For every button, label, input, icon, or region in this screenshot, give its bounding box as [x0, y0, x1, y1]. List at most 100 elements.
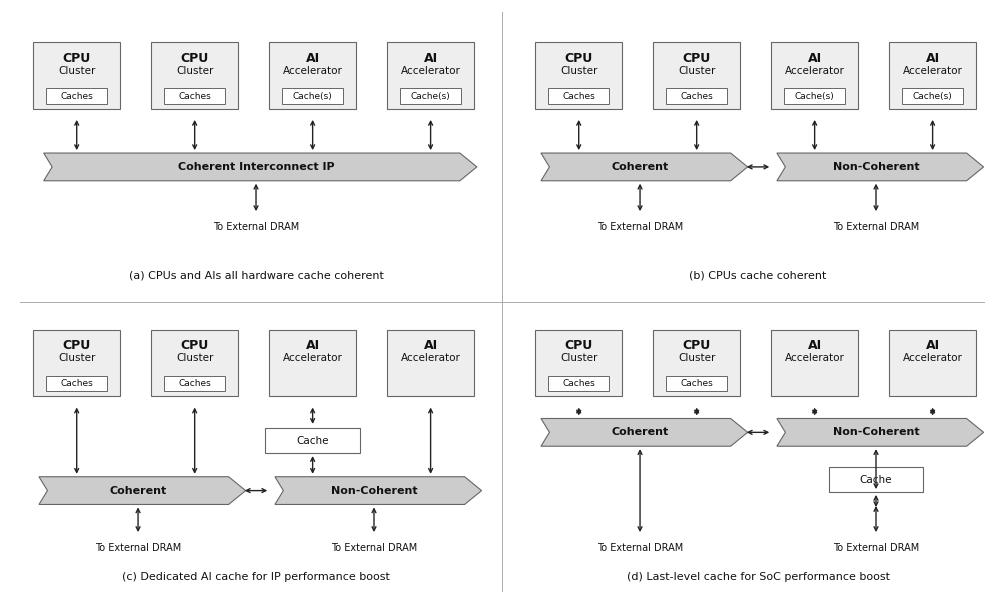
Polygon shape: [44, 153, 476, 181]
FancyBboxPatch shape: [399, 89, 460, 104]
Text: Accelerator: Accelerator: [784, 353, 844, 363]
FancyBboxPatch shape: [269, 42, 356, 109]
Text: Non-Coherent: Non-Coherent: [831, 428, 919, 437]
Text: Cluster: Cluster: [176, 353, 214, 363]
FancyBboxPatch shape: [665, 376, 726, 391]
Text: AI: AI: [806, 52, 820, 65]
Text: Caches: Caches: [680, 92, 712, 101]
Text: CPU: CPU: [62, 52, 90, 65]
FancyBboxPatch shape: [46, 89, 107, 104]
Text: CPU: CPU: [181, 52, 209, 65]
Text: AI: AI: [925, 339, 939, 352]
Text: Cache(s): Cache(s): [293, 92, 332, 101]
Text: Cache(s): Cache(s): [912, 92, 952, 101]
FancyBboxPatch shape: [770, 42, 858, 109]
Polygon shape: [541, 418, 747, 446]
Polygon shape: [541, 153, 747, 181]
FancyBboxPatch shape: [33, 42, 120, 109]
Text: To External DRAM: To External DRAM: [95, 543, 181, 554]
Text: AI: AI: [423, 52, 437, 65]
Polygon shape: [776, 418, 983, 446]
Text: Caches: Caches: [179, 92, 211, 101]
Text: Non-Coherent: Non-Coherent: [330, 485, 417, 496]
Text: Cluster: Cluster: [58, 66, 95, 75]
Text: Cluster: Cluster: [677, 66, 715, 75]
Text: Coherent: Coherent: [109, 485, 166, 496]
Text: CPU: CPU: [682, 339, 710, 352]
Text: AI: AI: [423, 339, 437, 352]
Text: Non-Coherent: Non-Coherent: [831, 162, 919, 172]
Text: CPU: CPU: [682, 52, 710, 65]
FancyBboxPatch shape: [652, 330, 739, 396]
Text: (a) CPUs and AIs all hardware cache coherent: (a) CPUs and AIs all hardware cache cohe…: [128, 271, 383, 280]
Text: Coherent: Coherent: [611, 428, 668, 437]
Text: To External DRAM: To External DRAM: [832, 223, 918, 232]
FancyBboxPatch shape: [386, 330, 473, 396]
FancyBboxPatch shape: [163, 376, 225, 391]
Text: Cache(s): Cache(s): [410, 92, 450, 101]
Text: Coherent: Coherent: [611, 162, 668, 172]
Text: (b) CPUs cache coherent: (b) CPUs cache coherent: [689, 271, 825, 280]
Text: To External DRAM: To External DRAM: [832, 543, 918, 554]
Text: CPU: CPU: [564, 339, 592, 352]
FancyBboxPatch shape: [150, 330, 238, 396]
Text: Caches: Caches: [60, 379, 93, 388]
FancyBboxPatch shape: [33, 330, 120, 396]
Text: (d) Last-level cache for SoC performance boost: (d) Last-level cache for SoC performance…: [626, 572, 889, 582]
Text: Accelerator: Accelerator: [283, 353, 342, 363]
Text: Caches: Caches: [179, 379, 211, 388]
FancyBboxPatch shape: [548, 89, 609, 104]
Text: AI: AI: [305, 52, 319, 65]
FancyBboxPatch shape: [46, 376, 107, 391]
FancyBboxPatch shape: [163, 89, 225, 104]
Text: Cluster: Cluster: [176, 66, 214, 75]
Text: To External DRAM: To External DRAM: [331, 543, 416, 554]
Text: Cache: Cache: [296, 436, 329, 446]
Text: Cache(s): Cache(s): [794, 92, 833, 101]
FancyBboxPatch shape: [888, 42, 975, 109]
FancyBboxPatch shape: [652, 42, 739, 109]
Text: Caches: Caches: [562, 92, 595, 101]
Text: Caches: Caches: [680, 379, 712, 388]
FancyBboxPatch shape: [282, 89, 343, 104]
Text: Cluster: Cluster: [560, 353, 597, 363]
FancyBboxPatch shape: [150, 42, 238, 109]
FancyBboxPatch shape: [265, 428, 359, 453]
FancyBboxPatch shape: [828, 467, 923, 492]
Text: AI: AI: [925, 52, 939, 65]
Text: To External DRAM: To External DRAM: [597, 223, 682, 232]
Text: To External DRAM: To External DRAM: [213, 223, 299, 232]
FancyBboxPatch shape: [548, 376, 609, 391]
FancyBboxPatch shape: [665, 89, 726, 104]
Text: Accelerator: Accelerator: [283, 66, 342, 75]
Text: To External DRAM: To External DRAM: [597, 543, 682, 554]
FancyBboxPatch shape: [901, 89, 962, 104]
Text: Accelerator: Accelerator: [784, 66, 844, 75]
Polygon shape: [776, 153, 983, 181]
FancyBboxPatch shape: [783, 89, 845, 104]
Polygon shape: [275, 477, 481, 505]
Text: Accelerator: Accelerator: [400, 66, 460, 75]
Text: Cache: Cache: [859, 475, 892, 484]
Text: AI: AI: [806, 339, 820, 352]
Polygon shape: [39, 477, 246, 505]
Text: Coherent Interconnect IP: Coherent Interconnect IP: [178, 162, 334, 172]
FancyBboxPatch shape: [888, 330, 975, 396]
FancyBboxPatch shape: [535, 42, 622, 109]
Text: CPU: CPU: [564, 52, 592, 65]
Text: CPU: CPU: [62, 339, 90, 352]
Text: CPU: CPU: [181, 339, 209, 352]
Text: Cluster: Cluster: [560, 66, 597, 75]
Text: Accelerator: Accelerator: [400, 353, 460, 363]
Text: Accelerator: Accelerator: [902, 353, 962, 363]
Text: Cluster: Cluster: [677, 353, 715, 363]
FancyBboxPatch shape: [269, 330, 356, 396]
Text: Cluster: Cluster: [58, 353, 95, 363]
Text: AI: AI: [305, 339, 319, 352]
FancyBboxPatch shape: [535, 330, 622, 396]
Text: Caches: Caches: [60, 92, 93, 101]
Text: Caches: Caches: [562, 379, 595, 388]
FancyBboxPatch shape: [386, 42, 473, 109]
Text: Accelerator: Accelerator: [902, 66, 962, 75]
FancyBboxPatch shape: [770, 330, 858, 396]
